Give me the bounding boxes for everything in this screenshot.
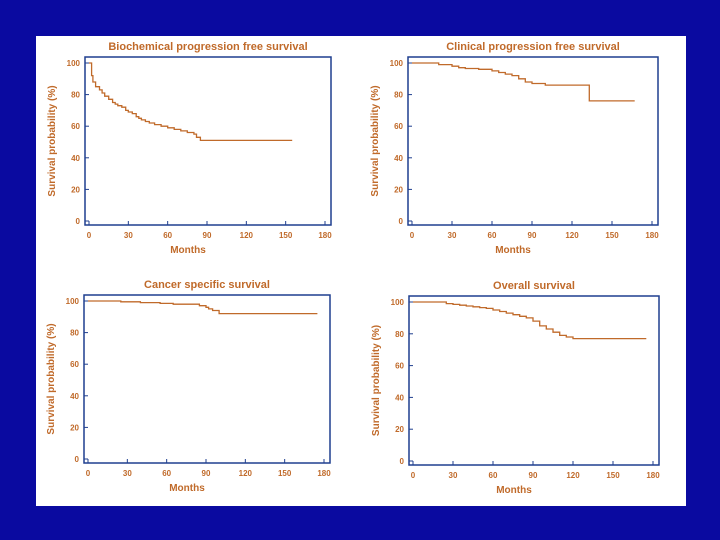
x-tick-label: 120	[566, 471, 580, 480]
y-tick-label: 100	[390, 59, 404, 68]
x-axis-label: Months	[170, 245, 206, 256]
x-tick-label: 180	[317, 469, 331, 478]
y-tick-label: 0	[76, 217, 81, 226]
x-tick-label: 180	[318, 231, 332, 240]
y-tick-label: 100	[391, 298, 405, 307]
x-tick-label: 30	[123, 469, 132, 478]
chart-panel-4: Overall survival 0 30 60 90 120 150 180 0 20 40 60 8…	[371, 280, 660, 496]
x-tick-label: 90	[528, 231, 537, 240]
x-tick-label: 60	[488, 231, 497, 240]
x-tick-label: 150	[605, 231, 619, 240]
y-axis-label: Survival probability (%)	[371, 325, 382, 436]
chart-panel-2: Clinical progression free survival 0 30 60 9…	[370, 41, 659, 256]
y-tick-label: 80	[394, 91, 403, 100]
x-tick-label: 60	[162, 469, 171, 478]
plot-frame	[83, 294, 331, 464]
x-tick-label: 60	[163, 231, 172, 240]
y-tick-label: 40	[394, 154, 403, 163]
chart-title: Biochemical progression free survival	[108, 41, 307, 53]
x-tick-label: 60	[489, 471, 498, 480]
chart-panel-1: Biochemical progression free survival 0 30…	[47, 41, 332, 256]
x-tick-label: 150	[278, 469, 292, 478]
y-tick-label: 40	[70, 392, 79, 401]
y-tick-label: 100	[67, 59, 81, 68]
y-tick-label: 100	[66, 297, 80, 306]
survival-curve	[88, 300, 318, 315]
x-tick-label: 90	[203, 231, 212, 240]
plot-frame	[408, 295, 660, 466]
y-tick-label: 80	[70, 329, 79, 338]
x-tick-label: 30	[449, 471, 458, 480]
x-tick-label: 30	[448, 231, 457, 240]
y-axis-label: Survival probability (%)	[46, 323, 57, 434]
y-tick-label: 20	[70, 423, 79, 432]
y-tick-label: 20	[395, 425, 404, 434]
x-tick-label: 90	[202, 469, 211, 478]
y-tick-label: 0	[75, 455, 80, 464]
y-tick-label: 20	[394, 185, 403, 194]
chart-title: Cancer specific survival	[144, 279, 270, 291]
slide-panel: Biochemical progression free survival 0 30…	[36, 36, 686, 506]
y-axis-label: Survival probability (%)	[47, 85, 58, 196]
y-tick-label: 40	[395, 393, 404, 402]
x-tick-label: 0	[86, 469, 91, 478]
survival-curve	[89, 62, 293, 142]
chart-title: Overall survival	[493, 280, 575, 292]
x-tick-label: 120	[240, 231, 254, 240]
y-axis-label: Survival probability (%)	[370, 85, 381, 196]
chart-title: Clinical progression free survival	[446, 41, 620, 53]
y-tick-label: 0	[399, 217, 404, 226]
y-tick-label: 80	[71, 91, 80, 100]
chart-panel-3: Cancer specific survival 0 30 60 90 120 150 180…	[46, 279, 331, 494]
y-tick-label: 60	[71, 122, 80, 131]
x-axis-label: Months	[496, 485, 532, 496]
x-tick-label: 180	[645, 231, 659, 240]
y-tick-label: 60	[70, 360, 79, 369]
x-tick-label: 0	[87, 231, 92, 240]
y-tick-label: 40	[71, 154, 80, 163]
y-tick-label: 60	[394, 122, 403, 131]
x-tick-label: 180	[646, 471, 660, 480]
x-axis-label: Months	[169, 483, 205, 494]
x-tick-label: 90	[529, 471, 538, 480]
x-tick-label: 30	[124, 231, 133, 240]
x-tick-label: 0	[411, 471, 416, 480]
y-tick-label: 80	[395, 330, 404, 339]
y-tick-label: 20	[71, 185, 80, 194]
x-tick-label: 120	[565, 231, 579, 240]
survival-curve	[412, 62, 635, 102]
y-tick-label: 0	[400, 457, 405, 466]
x-tick-label: 0	[410, 231, 415, 240]
survival-figure: Biochemical progression free survival 0 30…	[46, 41, 660, 496]
survival-curve	[413, 301, 647, 340]
x-axis-label: Months	[495, 245, 531, 256]
y-tick-label: 60	[395, 362, 404, 371]
plot-frame	[84, 56, 332, 226]
x-tick-label: 120	[239, 469, 253, 478]
x-tick-label: 150	[606, 471, 620, 480]
plot-frame	[407, 56, 659, 226]
x-tick-label: 150	[279, 231, 293, 240]
